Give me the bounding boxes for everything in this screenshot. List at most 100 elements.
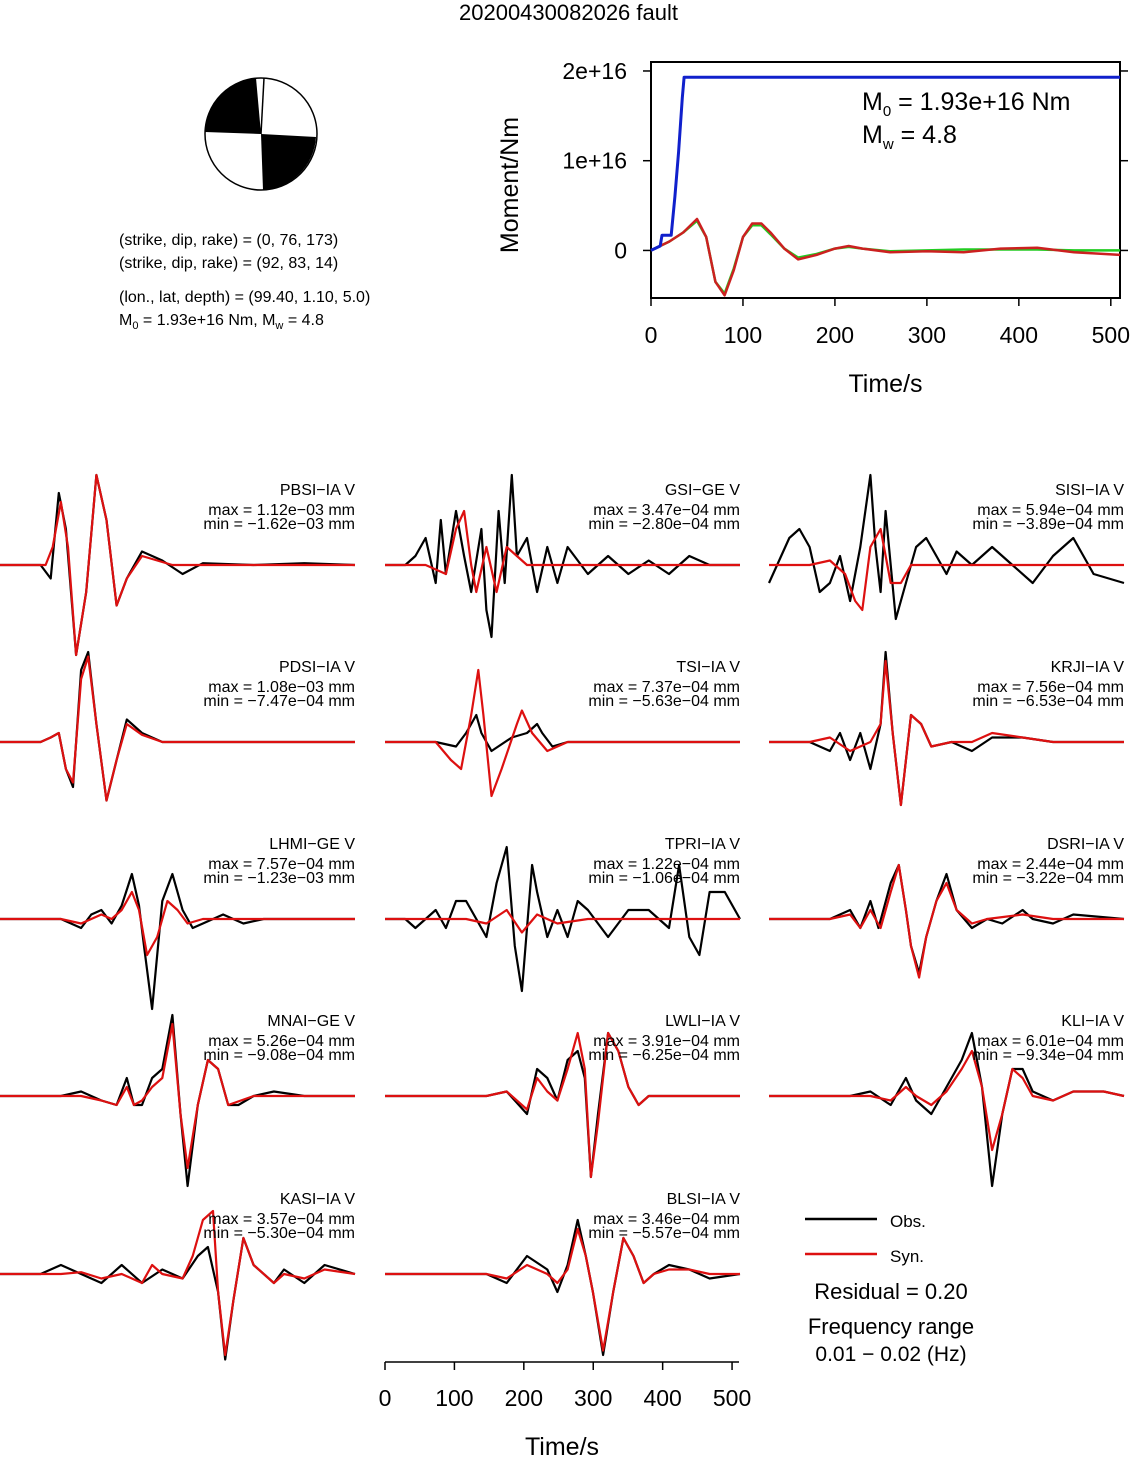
moment-plot-frame <box>650 61 1121 299</box>
station-max-amplitude: max = 7.37e−04 mm <box>593 679 740 696</box>
station-name: MNAI−GE V <box>267 1013 355 1030</box>
waveform-x-tick-label: 300 <box>574 1385 612 1411</box>
station-max-amplitude: max = 3.47e−04 mm <box>593 502 740 519</box>
beachball-compression-quadrant-se <box>261 134 316 190</box>
moment-x-axis-label: Time/s <box>848 370 922 398</box>
station-max-amplitude: max = 6.01e−04 mm <box>977 1033 1124 1050</box>
synthetic-trace <box>769 1049 1125 1152</box>
waveform-x-tick-label: 200 <box>505 1385 543 1411</box>
cumulative-moment-line <box>650 75 1120 252</box>
station-max-amplitude: max = 2.44e−04 mm <box>977 856 1124 873</box>
station-min-amplitude: min = −1.62e−03 mm <box>203 516 355 533</box>
station-name: PDSI−IA V <box>279 659 355 676</box>
station-min-amplitude: min = −3.22e−04 mm <box>972 870 1124 887</box>
moment-x-tick-label: 400 <box>1000 322 1038 348</box>
station-max-amplitude: max = 5.94e−04 mm <box>977 502 1124 519</box>
frequency-range-value: 0.01 − 0.02 (Hz) <box>815 1343 966 1366</box>
station-name: GSI−GE V <box>665 482 740 499</box>
station-min-amplitude: min = −5.57e−04 mm <box>588 1225 740 1242</box>
nodal-plane-2: (strike, dip, rake) = (92, 83, 14) <box>119 255 339 272</box>
beachball-nodal-line <box>260 77 265 135</box>
waveform-x-tick-label: 400 <box>643 1385 681 1411</box>
synthetic-trace <box>0 473 355 657</box>
station-name: LHMI−GE V <box>269 836 355 853</box>
station-min-amplitude: min = −5.30e−04 mm <box>203 1225 355 1242</box>
station-min-amplitude: min = −9.08e−04 mm <box>203 1047 355 1064</box>
synthetic-trace <box>0 1209 356 1357</box>
synthetic-trace <box>0 890 355 957</box>
synthetic-trace <box>0 1022 355 1170</box>
station-max-amplitude: max = 3.57e−04 mm <box>208 1211 355 1228</box>
station-name: SISI−IA V <box>1055 482 1124 499</box>
moment-rate-syn-line <box>650 217 1121 297</box>
moment-y-tick-label: 2e+16 <box>562 58 627 84</box>
station-min-amplitude: min = −9.34e−04 mm <box>972 1047 1124 1064</box>
station-name: LWLI−IA V <box>665 1013 740 1030</box>
station-name: KLI−IA V <box>1061 1013 1124 1030</box>
moment-summary: M0 = 1.93e+16 Nm, Mw = 4.8 <box>119 312 324 332</box>
station-max-amplitude: max = 3.91e−04 mm <box>593 1033 740 1050</box>
station-min-amplitude: min = −5.63e−04 mm <box>588 693 740 710</box>
observed-trace <box>385 713 740 753</box>
station-name: BLSI−IA V <box>667 1191 741 1208</box>
observed-trace <box>767 473 1125 621</box>
legend-syn-label: Syn. <box>890 1247 924 1266</box>
station-max-amplitude: max = 7.56e−04 mm <box>977 679 1124 696</box>
station-name: TSI−IA V <box>676 659 740 676</box>
synthetic-trace <box>385 1227 740 1352</box>
station-name: PBSI−IA V <box>280 482 355 499</box>
moment-x-tick-label: 0 <box>645 322 658 348</box>
page-title: 20200430082026 fault <box>459 0 678 25</box>
nodal-plane-1: (strike, dip, rake) = (0, 76, 173) <box>119 232 339 249</box>
synthetic-trace <box>385 908 740 934</box>
synthetic-trace <box>769 863 1124 979</box>
observed-trace <box>385 473 740 639</box>
waveform-x-tick-label: 100 <box>435 1385 473 1411</box>
station-max-amplitude: max = 1.08e−03 mm <box>208 679 355 696</box>
moment-mw-sub: w <box>882 136 894 153</box>
station-max-amplitude: max = 3.46e−04 mm <box>593 1211 740 1228</box>
synthetic-trace <box>0 655 355 802</box>
legend-obs-label: Obs. <box>890 1212 926 1231</box>
station-min-amplitude: min = −6.53e−04 mm <box>972 693 1124 710</box>
observed-trace <box>0 1236 356 1361</box>
m0-value: = 1.93e+16 Nm, M <box>138 312 276 329</box>
station-min-amplitude: min = −6.25e−04 mm <box>588 1047 740 1064</box>
hypocenter-location: (lon., lat, depth) = (99.40, 1.10, 5.0) <box>119 289 371 306</box>
station-name: KASI−IA V <box>280 1191 355 1208</box>
station-max-amplitude: max = 5.26e−04 mm <box>208 1033 355 1050</box>
moment-rate-obs-line <box>650 219 1120 295</box>
station-name: TPRI−IA V <box>665 836 740 853</box>
m0-subscript: 0 <box>132 320 139 333</box>
observed-trace <box>0 872 355 1011</box>
station-min-amplitude: min = −3.89e−04 mm <box>972 516 1124 533</box>
station-max-amplitude: max = 1.22e−04 mm <box>593 856 740 873</box>
station-min-amplitude: min = −1.06e−04 mm <box>588 870 740 887</box>
focal-mechanism-beachball <box>204 77 318 191</box>
frequency-range-title: Frequency range <box>808 1314 974 1339</box>
station-name: DSRI−IA V <box>1047 836 1124 853</box>
moment-x-tick-label: 300 <box>908 322 946 348</box>
moment-mw-label: Mw = 4.8 <box>862 121 957 153</box>
station-name: KRJI−IA V <box>1051 659 1125 676</box>
station-max-amplitude: max = 1.12e−03 mm <box>208 502 355 519</box>
synthetic-trace <box>769 527 1124 612</box>
synthetic-trace <box>385 668 740 798</box>
moment-x-tick-label: 500 <box>1092 322 1130 348</box>
moment-m0-value: = 1.93e+16 Nm <box>891 88 1070 116</box>
moment-y-tick-label: 0 <box>614 237 627 263</box>
residual-value: Residual = 0.20 <box>814 1279 968 1304</box>
waveform-x-axis-label: Time/s <box>525 1433 599 1458</box>
mw-value: = 4.8 <box>283 312 324 329</box>
